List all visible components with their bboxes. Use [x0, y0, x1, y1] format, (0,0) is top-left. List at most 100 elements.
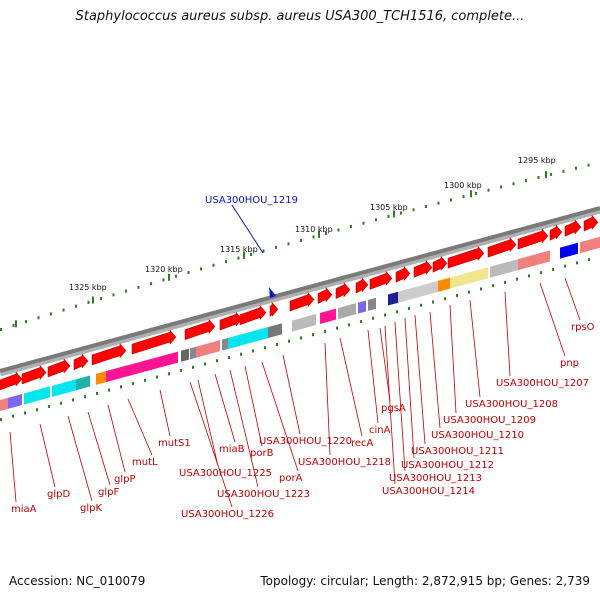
lower-dot	[72, 398, 74, 402]
gene-label-mutL[interactable]: mutL	[132, 457, 158, 468]
lower-dot	[312, 333, 314, 337]
tick-label-1310: 1310 kbp	[295, 225, 333, 234]
gene-label-1208[interactable]: USA300HOU_1208	[465, 399, 558, 410]
lower-dot	[264, 346, 266, 350]
lower-dot	[0, 418, 2, 421]
ruler-dot	[237, 256, 240, 260]
gene-label-1209[interactable]: USA300HOU_1209	[443, 415, 536, 426]
gene-leader-lines	[9, 277, 581, 508]
gene-label-glpP[interactable]: glpP	[114, 474, 136, 485]
ruler-dot	[212, 263, 215, 267]
ruler-dot	[287, 242, 290, 246]
cog-block	[222, 337, 228, 351]
lower-dot	[156, 375, 158, 379]
gene-label-1220[interactable]: USA300HOU_1220	[259, 436, 352, 447]
gene-label-pgsA[interactable]: pgsA	[381, 403, 406, 414]
gene-label-1218[interactable]: USA300HOU_1218	[298, 457, 391, 468]
leader-line	[539, 282, 566, 357]
lower-dot	[408, 307, 410, 311]
gene-arrow	[355, 277, 369, 294]
lower-dot	[480, 287, 482, 291]
ruler-major-tick	[318, 230, 320, 238]
lower-dot	[468, 290, 470, 294]
lower-dot	[288, 339, 290, 343]
lower-dot	[108, 388, 110, 392]
lower-dot	[204, 362, 206, 366]
ruler-dot	[300, 238, 302, 242]
lower-dot	[528, 274, 530, 278]
gene-label-porA[interactable]: porA	[279, 473, 303, 484]
ruler-dot	[362, 221, 365, 225]
gene-label-glpD[interactable]: glpD	[47, 489, 70, 500]
leader-line	[394, 321, 406, 472]
ruler-dot	[262, 249, 265, 253]
highlight-marker-icon[interactable]	[269, 287, 276, 298]
lower-dot	[240, 352, 242, 356]
gene-label-1212[interactable]: USA300HOU_1212	[401, 460, 494, 471]
cog-block	[0, 397, 8, 411]
cog-block	[518, 250, 550, 271]
gene-label-1225[interactable]: USA300HOU_1225	[179, 468, 272, 479]
lower-dot	[252, 349, 254, 353]
gene-labels: rpsO pnp USA300HOU_1207 USA300HOU_1208 U…	[11, 322, 595, 520]
lower-dot	[36, 408, 38, 412]
tick-label-1315: 1315 kbp	[220, 245, 258, 254]
lower-dot	[396, 310, 398, 314]
highlight-gene-label[interactable]: USA300HOU_1219	[205, 195, 298, 206]
gene-arrow	[487, 236, 517, 258]
ruler-dot	[525, 179, 527, 183]
gene-label-recA[interactable]: recA	[351, 438, 374, 449]
gene-label-1210[interactable]: USA300HOU_1210	[431, 430, 524, 441]
gene-label-miaB[interactable]: miaB	[219, 444, 245, 455]
gene-label-cinA[interactable]: cinA	[369, 425, 391, 436]
gene-label-1214[interactable]: USA300HOU_1214	[382, 486, 475, 497]
cog-block	[106, 363, 136, 383]
lower-dot	[96, 391, 98, 395]
gene-label-1213[interactable]: USA300HOU_1213	[389, 473, 482, 484]
lower-dot	[516, 277, 518, 281]
lower-dot	[300, 336, 302, 340]
gene-arrow	[447, 245, 485, 269]
gene-label-rpsO[interactable]: rpsO	[571, 322, 595, 333]
gene-label-1223[interactable]: USA300HOU_1223	[217, 489, 310, 500]
gene-label-glpF[interactable]: glpF	[98, 487, 119, 498]
cog-block	[338, 303, 356, 320]
gene-arrow	[91, 343, 127, 366]
cog-block	[580, 236, 600, 254]
leader-line	[367, 329, 379, 424]
ruler-dot	[100, 297, 102, 301]
leader-line	[339, 337, 363, 437]
lower-dot	[492, 284, 494, 288]
leader-line	[414, 314, 426, 445]
cog-block	[52, 379, 76, 397]
gene-label-glpK[interactable]: glpK	[80, 503, 102, 514]
lower-dot	[552, 267, 554, 271]
gene-label-1226[interactable]: USA300HOU_1226	[181, 509, 274, 520]
cog-block	[438, 277, 450, 292]
lower-dot	[228, 355, 230, 359]
ruler-dot	[575, 166, 577, 170]
gene-label-miaA[interactable]: miaA	[11, 504, 37, 515]
leader-line	[244, 365, 263, 447]
leader-line	[504, 291, 511, 377]
gene-label-1207[interactable]: USA300HOU_1207	[496, 378, 589, 389]
ruler-major-tick	[470, 190, 472, 198]
gene-label-porB[interactable]: porB	[250, 448, 274, 459]
ruler-dot	[475, 191, 477, 195]
gene-label-pnp[interactable]: pnp	[560, 358, 579, 369]
ruler-tick-labels: 1295 kbp 1300 kbp 1305 kbp 1310 kbp 1315…	[69, 156, 556, 292]
ruler-dot	[412, 208, 415, 212]
ruler-dot	[387, 214, 390, 218]
gene-label-1211[interactable]: USA300HOU_1211	[411, 446, 504, 457]
cog-block	[450, 267, 488, 289]
lower-dot	[192, 365, 194, 369]
gene-label-mutS1[interactable]: mutS1	[158, 438, 191, 449]
ruler-dot	[162, 278, 165, 282]
ruler-dot	[50, 312, 52, 316]
leader-line	[564, 277, 581, 321]
genome-summary-text: Topology: circular; Length: 2,872,915 bp…	[260, 574, 590, 588]
tick-label-1295: 1295 kbp	[518, 156, 556, 165]
leader-line	[127, 398, 153, 456]
gene-arrow	[517, 228, 549, 250]
lower-dot	[132, 382, 134, 386]
